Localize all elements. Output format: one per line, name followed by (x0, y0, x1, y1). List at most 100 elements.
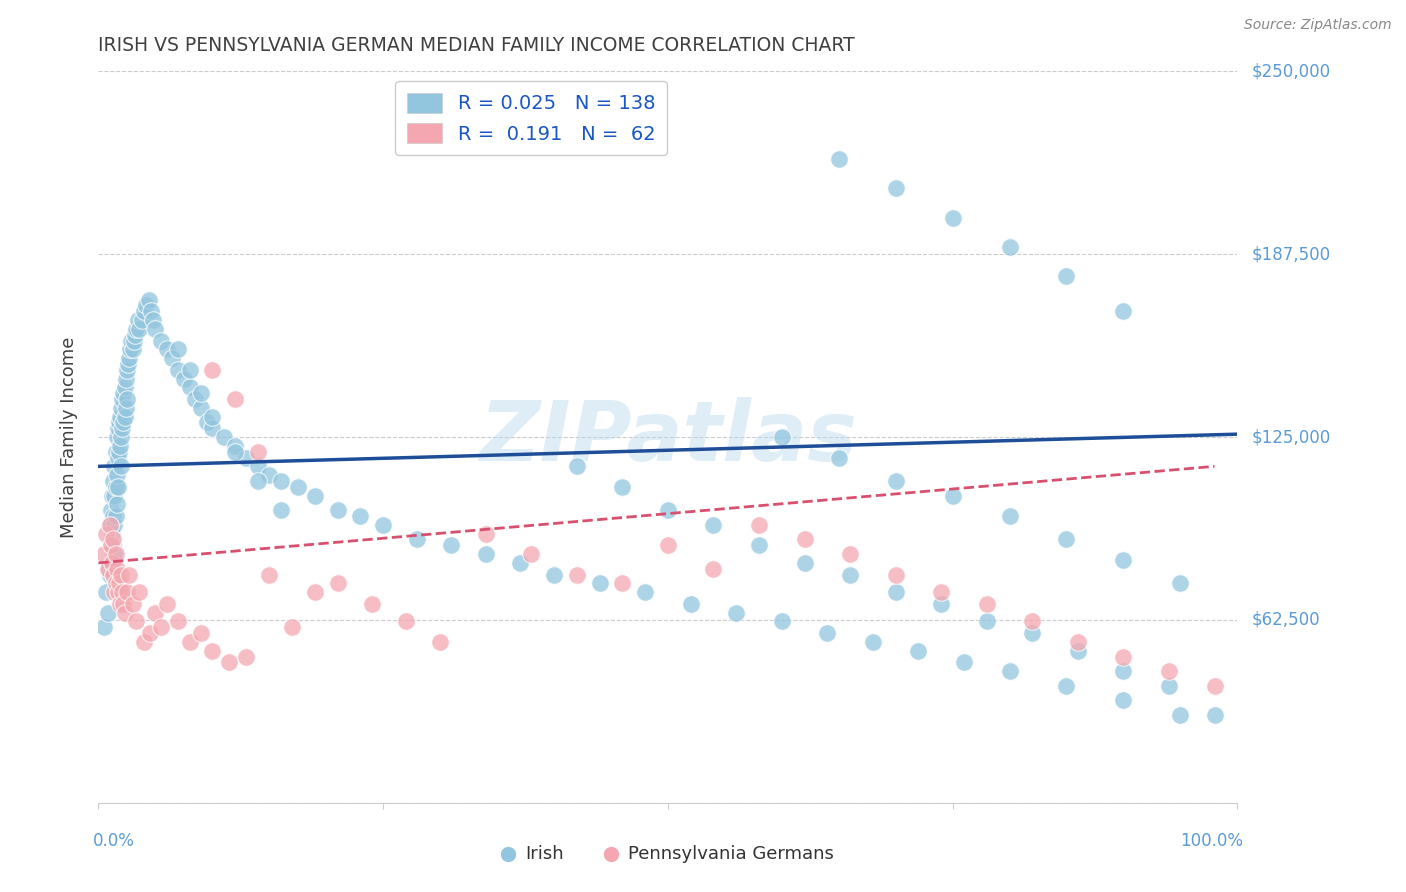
Point (132, 304, 155, 318)
Point (114, 606, 136, 620)
Point (498, 796, 520, 810)
Point (117, 357, 139, 371)
Text: $187,500: $187,500 (1251, 245, 1330, 263)
Point (121, 343, 143, 357)
Point (884, 585, 907, 599)
Point (259, 468, 281, 483)
Point (201, 409, 224, 424)
Point (770, 430, 793, 444)
Point (96, 526, 118, 541)
Point (100, 538, 122, 552)
Point (111, 585, 134, 599)
Point (907, 643, 929, 657)
Point (96, 585, 118, 599)
Point (224, 444, 246, 458)
Text: IRISH VS PENNSYLVANIA GERMAN MEDIAN FAMILY INCOME CORRELATION CHART: IRISH VS PENNSYLVANIA GERMAN MEDIAN FAMI… (98, 36, 855, 54)
Point (360, 597, 382, 611)
Point (103, 585, 125, 599)
Point (150, 334, 173, 348)
Point (120, 334, 142, 348)
Point (224, 392, 246, 406)
Point (156, 343, 179, 357)
Point (565, 459, 588, 474)
Point (304, 585, 326, 599)
Point (679, 597, 702, 611)
Point (770, 615, 793, 629)
Point (976, 615, 998, 629)
Point (1054, 533, 1078, 547)
Point (429, 635, 451, 649)
Point (246, 459, 269, 474)
Point (110, 567, 132, 582)
Point (349, 509, 371, 524)
Point (929, 597, 952, 611)
Point (100, 538, 122, 552)
Point (270, 474, 292, 488)
Point (108, 439, 131, 453)
Point (270, 503, 292, 517)
Point (167, 363, 190, 377)
Point (179, 380, 201, 394)
Point (142, 313, 165, 327)
Point (107, 421, 129, 435)
Point (1112, 693, 1135, 707)
Point (520, 547, 543, 561)
Point (173, 371, 195, 385)
Point (127, 313, 149, 327)
Point (600, 796, 623, 810)
Point (112, 386, 135, 401)
Point (839, 567, 862, 582)
Point (201, 643, 224, 657)
Point (235, 450, 257, 465)
Point (195, 416, 218, 430)
Point (108, 444, 131, 458)
Point (998, 509, 1021, 524)
Point (702, 517, 724, 532)
Point (115, 392, 138, 406)
Legend: R = 0.025   N = 138, R =  0.191   N =  62: R = 0.025 N = 138, R = 0.191 N = 62 (395, 81, 666, 155)
Point (612, 576, 634, 591)
Point (110, 459, 132, 474)
Point (110, 430, 132, 444)
Point (748, 538, 770, 552)
Point (104, 444, 127, 458)
Point (103, 567, 125, 582)
Point (93, 620, 115, 634)
Point (218, 656, 240, 670)
Point (942, 489, 965, 503)
Point (101, 556, 124, 570)
Point (103, 489, 125, 503)
Point (138, 293, 160, 307)
Point (201, 421, 224, 435)
Point (281, 620, 304, 634)
Point (179, 363, 201, 377)
Point (103, 567, 125, 582)
Point (118, 351, 141, 365)
Point (111, 392, 134, 406)
Point (1204, 708, 1226, 723)
Point (1112, 664, 1135, 678)
Point (748, 517, 770, 532)
Point (128, 585, 150, 599)
Point (201, 363, 224, 377)
Point (839, 547, 862, 561)
Point (793, 533, 815, 547)
Point (1054, 679, 1078, 693)
Point (125, 615, 148, 629)
Point (114, 409, 136, 424)
Point (96, 606, 118, 620)
Point (246, 474, 269, 488)
Point (112, 416, 135, 430)
Point (884, 567, 907, 582)
Point (246, 444, 269, 458)
Point (474, 547, 496, 561)
Point (103, 533, 125, 547)
Point (108, 409, 131, 424)
Text: 100.0%: 100.0% (1180, 832, 1243, 850)
Point (862, 635, 884, 649)
Point (395, 615, 418, 629)
Point (112, 597, 135, 611)
Point (103, 474, 125, 488)
Point (107, 480, 129, 494)
Point (125, 322, 148, 336)
